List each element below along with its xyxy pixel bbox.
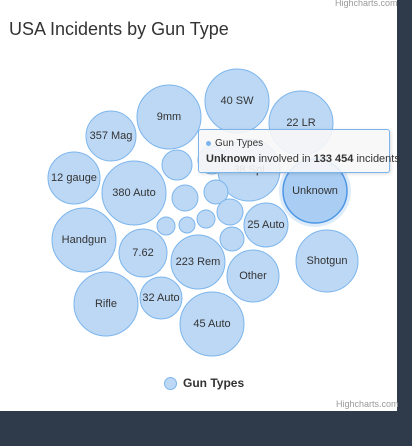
bubble-small-4[interactable] [203, 179, 229, 205]
bubble-label-unknown: Unknown [292, 185, 338, 197]
bubble-12-gauge[interactable] [47, 151, 101, 205]
bubble-label-9mm: 9mm [157, 111, 181, 123]
bubble-label-12-gauge: 12 gauge [51, 172, 97, 184]
page-footer-bar [0, 411, 412, 446]
bubble-label-other: Other [239, 270, 267, 282]
bubble-small-8[interactable] [196, 209, 216, 229]
series-dot-icon [206, 141, 211, 146]
legend-symbol-icon [164, 376, 177, 390]
bubble-label-223-rem: 223 Rem [176, 256, 221, 268]
chart-title: USA Incidents by Gun Type [9, 19, 229, 39]
bubble-25-auto[interactable] [243, 202, 289, 248]
tooltip-body: Unknown involved in 133 454 incidents [206, 153, 400, 165]
credits-link-bottom[interactable]: Highcharts.com [336, 399, 399, 409]
bubble-label-357-mag: 357 Mag [90, 130, 133, 142]
bubble-9mm[interactable] [136, 84, 202, 150]
bubble-label-380-auto: 380 Auto [112, 187, 155, 199]
bubble-label-rifle: Rifle [95, 298, 117, 310]
bubble-label-handgun: Handgun [62, 234, 107, 246]
bubble-other[interactable] [226, 249, 280, 303]
bubble-label-32-auto: 32 Auto [142, 292, 179, 304]
bubble-label-25-auto: 25 Auto [247, 219, 284, 231]
bubble-45-auto[interactable] [179, 291, 245, 357]
bubble-small-1[interactable] [161, 149, 193, 181]
bubble-32-auto[interactable] [139, 276, 183, 320]
tooltip-text-end: incidents [356, 153, 400, 165]
bubble-small-3[interactable] [171, 184, 199, 212]
tooltip-text-mid: involved in [258, 153, 311, 165]
credits-link-top[interactable]: Highcharts.com [335, 0, 398, 8]
bubble-label-40-sw: 40 SW [220, 95, 254, 107]
tooltip-value: 133 454 [313, 153, 354, 165]
bubble-380-auto[interactable] [101, 160, 167, 226]
legend-item-gun-types[interactable]: Gun Types [164, 376, 244, 390]
bubble-label-shotgun: Shotgun [307, 255, 348, 267]
page-background-strip [397, 0, 412, 411]
bubble-small-6[interactable] [156, 216, 176, 236]
bubble-label-45-auto: 45 Auto [193, 318, 230, 330]
bubble-7-62[interactable] [118, 228, 168, 278]
bubble-rifle[interactable] [73, 271, 139, 337]
tooltip-point-name: Unknown [206, 153, 256, 165]
tooltip: Gun Types Unknown involved in 133 454 in… [198, 129, 400, 173]
tooltip-header: Gun Types [206, 138, 382, 149]
legend-label: Gun Types [183, 376, 245, 390]
bubble-223-rem[interactable] [170, 234, 226, 290]
bubble-small-7[interactable] [178, 216, 196, 234]
bubble-label-7-62: 7.62 [132, 247, 153, 259]
bubble-label-22-lr: 22 LR [286, 117, 315, 129]
bubble-small-5[interactable] [216, 198, 244, 226]
bubble-357-mag[interactable] [85, 110, 137, 162]
bubble-handgun[interactable] [51, 207, 117, 273]
tooltip-series-name: Gun Types [215, 138, 264, 149]
bubble-small-9[interactable] [219, 226, 245, 252]
bubble-shotgun[interactable] [295, 229, 359, 293]
